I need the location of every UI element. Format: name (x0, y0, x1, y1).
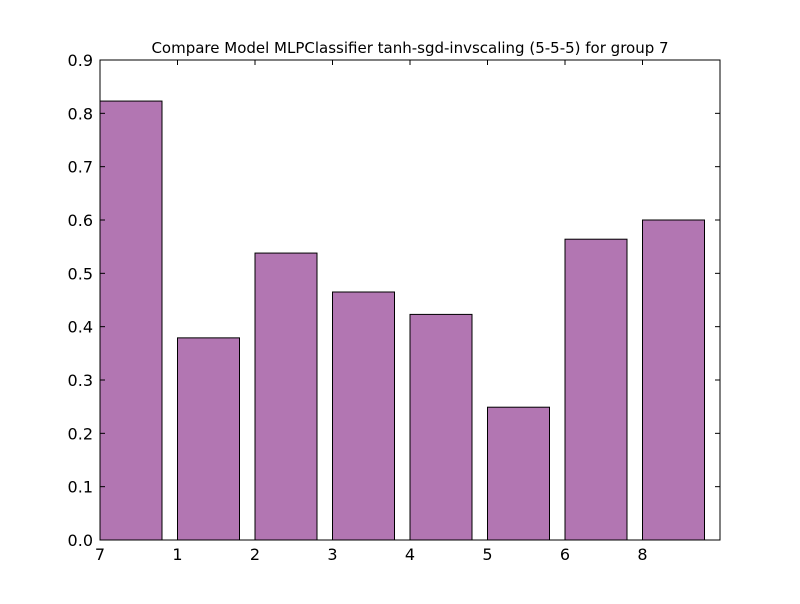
x-tick-label: 7 (95, 545, 105, 564)
x-tick-label: 2 (250, 545, 260, 564)
y-tick-label: 0.5 (68, 264, 93, 283)
chart-title: Compare Model MLPClassifier tanh-sgd-inv… (151, 39, 668, 57)
y-tick-label: 0.7 (68, 158, 93, 177)
y-tick-label: 0.9 (68, 51, 93, 70)
x-axis: 7 1 2 3 4 5 6 8 (95, 60, 648, 564)
bar-5 (487, 406, 550, 541)
bar-8 (642, 219, 705, 541)
bar-7 (99, 100, 163, 541)
x-tick-label: 8 (637, 545, 647, 564)
x-tick-label: 1 (172, 545, 182, 564)
y-tick-label: 0.3 (68, 371, 93, 390)
y-tick-label: 0.4 (68, 318, 93, 337)
bar-2 (254, 252, 318, 541)
y-tick-label: 0.6 (68, 211, 93, 230)
bar-1 (177, 337, 240, 541)
y-tick-label: 0.8 (68, 104, 93, 123)
bars-layer (99, 100, 705, 541)
bar-3 (332, 291, 395, 541)
x-tick-label: 4 (405, 545, 415, 564)
y-tick-label: 0.0 (68, 531, 93, 550)
x-tick-label: 6 (560, 545, 570, 564)
x-tick-label: 3 (327, 545, 337, 564)
bar-6 (564, 238, 628, 541)
x-tick-label: 5 (482, 545, 492, 564)
y-tick-label: 0.1 (68, 478, 93, 497)
y-tick-label: 0.2 (68, 424, 93, 443)
y-axis: 0.0 0.1 0.2 0.3 0.4 0.5 0.6 0.7 0.8 0.9 (68, 51, 720, 550)
bar-4 (409, 313, 473, 541)
